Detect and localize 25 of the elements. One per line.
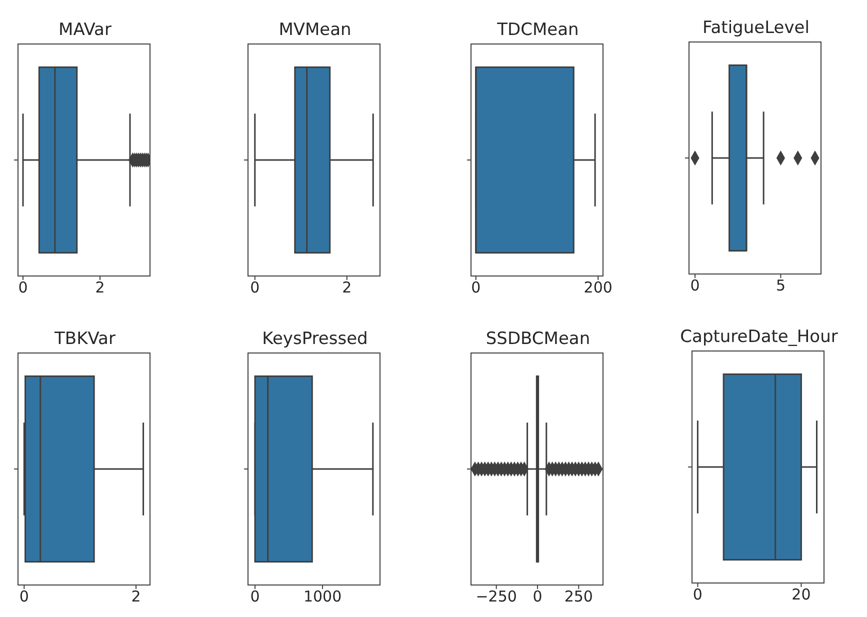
chart-title: FatigueLevel bbox=[702, 17, 810, 40]
chart-title: MAVar bbox=[58, 19, 112, 42]
x-tick-label: 2 bbox=[95, 278, 105, 297]
x-tick-label: 0 bbox=[18, 278, 28, 297]
chart-title: SSDBCMean bbox=[486, 328, 590, 351]
x-tick-label: 0 bbox=[692, 586, 702, 604]
x-tick-label: 2 bbox=[342, 278, 352, 297]
x-tick-label: 2 bbox=[131, 588, 141, 606]
chart-title: TBKVar bbox=[54, 328, 116, 351]
chart-title: KeysPressed bbox=[262, 328, 368, 351]
x-tick-label: −250 bbox=[476, 588, 517, 606]
x-tick-label: 0 bbox=[19, 588, 29, 606]
x-tick-label: 200 bbox=[584, 278, 612, 297]
x-tick-label: 0 bbox=[250, 588, 260, 606]
x-tick-label: 5 bbox=[776, 276, 786, 295]
chart-title: MVMean bbox=[278, 19, 352, 42]
x-tick-label: 0 bbox=[690, 276, 700, 295]
x-tick-label: 0 bbox=[250, 278, 260, 297]
x-tick-label: 1000 bbox=[303, 588, 342, 606]
x-tick-label: 0 bbox=[532, 588, 542, 606]
x-tick-label: 250 bbox=[564, 588, 593, 606]
chart-title: CaptureDate_Hour bbox=[680, 326, 838, 349]
x-tick-label: 20 bbox=[792, 586, 811, 604]
chart-title: TDCMean bbox=[497, 19, 579, 42]
x-tick-label: 0 bbox=[471, 278, 481, 297]
